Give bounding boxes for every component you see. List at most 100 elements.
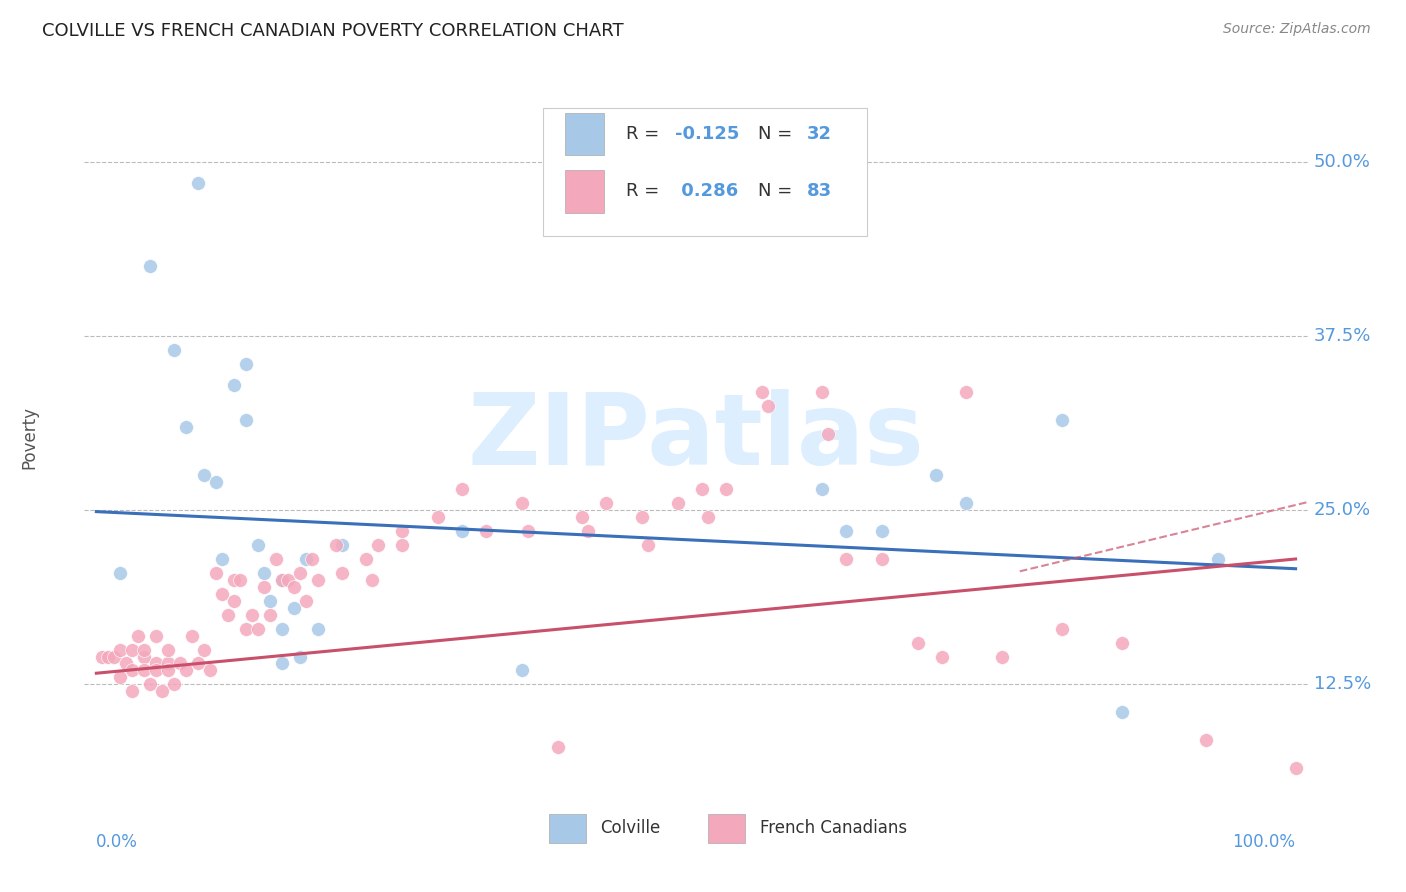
Point — [271, 573, 294, 587]
Point — [391, 524, 413, 538]
Point — [690, 483, 713, 497]
Point — [145, 657, 167, 671]
Point — [103, 649, 125, 664]
Point — [163, 677, 186, 691]
Point — [283, 600, 305, 615]
Point — [475, 524, 498, 538]
Point — [163, 343, 186, 357]
Point — [264, 552, 287, 566]
Point — [145, 629, 167, 643]
Text: ZIPatlas: ZIPatlas — [468, 389, 924, 485]
Point — [145, 664, 167, 678]
Point — [330, 566, 353, 580]
Point — [451, 524, 474, 538]
Point — [354, 552, 377, 566]
Point — [211, 552, 233, 566]
Text: -0.125: -0.125 — [675, 125, 740, 144]
Point — [169, 657, 191, 671]
Point — [571, 510, 593, 524]
Text: French Canadians: French Canadians — [759, 820, 907, 838]
Text: 0.286: 0.286 — [675, 182, 738, 201]
FancyBboxPatch shape — [550, 814, 586, 843]
Point — [110, 566, 132, 580]
Point — [235, 622, 257, 636]
Point — [247, 622, 270, 636]
Point — [127, 629, 149, 643]
Point — [595, 496, 617, 510]
Point — [290, 566, 312, 580]
Point — [907, 635, 929, 649]
Point — [361, 573, 384, 587]
Text: 0.0%: 0.0% — [97, 833, 138, 852]
Text: 37.5%: 37.5% — [1313, 327, 1371, 345]
Point — [295, 552, 318, 566]
Point — [224, 377, 246, 392]
Point — [115, 657, 138, 671]
Point — [187, 657, 209, 671]
Point — [756, 399, 779, 413]
Point — [330, 538, 353, 552]
Point — [925, 468, 948, 483]
Point — [1206, 552, 1229, 566]
Point — [121, 684, 143, 698]
Point — [247, 538, 270, 552]
Point — [1111, 705, 1133, 719]
Text: 32: 32 — [807, 125, 832, 144]
Point — [97, 649, 120, 664]
Text: 12.5%: 12.5% — [1313, 675, 1371, 693]
Point — [1195, 733, 1218, 747]
Point — [259, 594, 281, 608]
FancyBboxPatch shape — [565, 170, 605, 212]
Point — [134, 664, 156, 678]
Point — [224, 594, 246, 608]
Point — [229, 573, 252, 587]
FancyBboxPatch shape — [709, 814, 745, 843]
Point — [157, 657, 180, 671]
Point — [510, 496, 533, 510]
Point — [224, 573, 246, 587]
Point — [217, 607, 239, 622]
Point — [295, 594, 318, 608]
Point — [307, 573, 329, 587]
FancyBboxPatch shape — [543, 108, 868, 235]
Text: 50.0%: 50.0% — [1313, 153, 1371, 171]
Point — [870, 552, 893, 566]
Point — [427, 510, 450, 524]
Point — [174, 664, 197, 678]
FancyBboxPatch shape — [565, 113, 605, 155]
Point — [205, 566, 228, 580]
Point — [1050, 412, 1073, 426]
Point — [139, 260, 162, 274]
Point — [1111, 635, 1133, 649]
Point — [200, 664, 222, 678]
Text: 25.0%: 25.0% — [1313, 501, 1371, 519]
Point — [253, 566, 276, 580]
Point — [367, 538, 389, 552]
Text: 100.0%: 100.0% — [1233, 833, 1295, 852]
Text: R =: R = — [626, 125, 665, 144]
Point — [157, 664, 180, 678]
Point — [451, 483, 474, 497]
Point — [110, 642, 132, 657]
Point — [157, 642, 180, 657]
Text: 83: 83 — [807, 182, 832, 201]
Point — [714, 483, 737, 497]
Point — [301, 552, 323, 566]
Point — [835, 524, 858, 538]
Point — [193, 468, 215, 483]
Point — [637, 538, 659, 552]
Point — [134, 649, 156, 664]
Point — [955, 496, 977, 510]
Point — [193, 642, 215, 657]
Point — [817, 426, 839, 441]
Text: Colville: Colville — [600, 820, 661, 838]
Point — [121, 664, 143, 678]
Point — [134, 642, 156, 657]
Point — [510, 664, 533, 678]
Text: N =: N = — [758, 125, 799, 144]
Point — [870, 524, 893, 538]
Point — [307, 622, 329, 636]
Point — [271, 573, 294, 587]
Point — [271, 622, 294, 636]
Point — [271, 657, 294, 671]
